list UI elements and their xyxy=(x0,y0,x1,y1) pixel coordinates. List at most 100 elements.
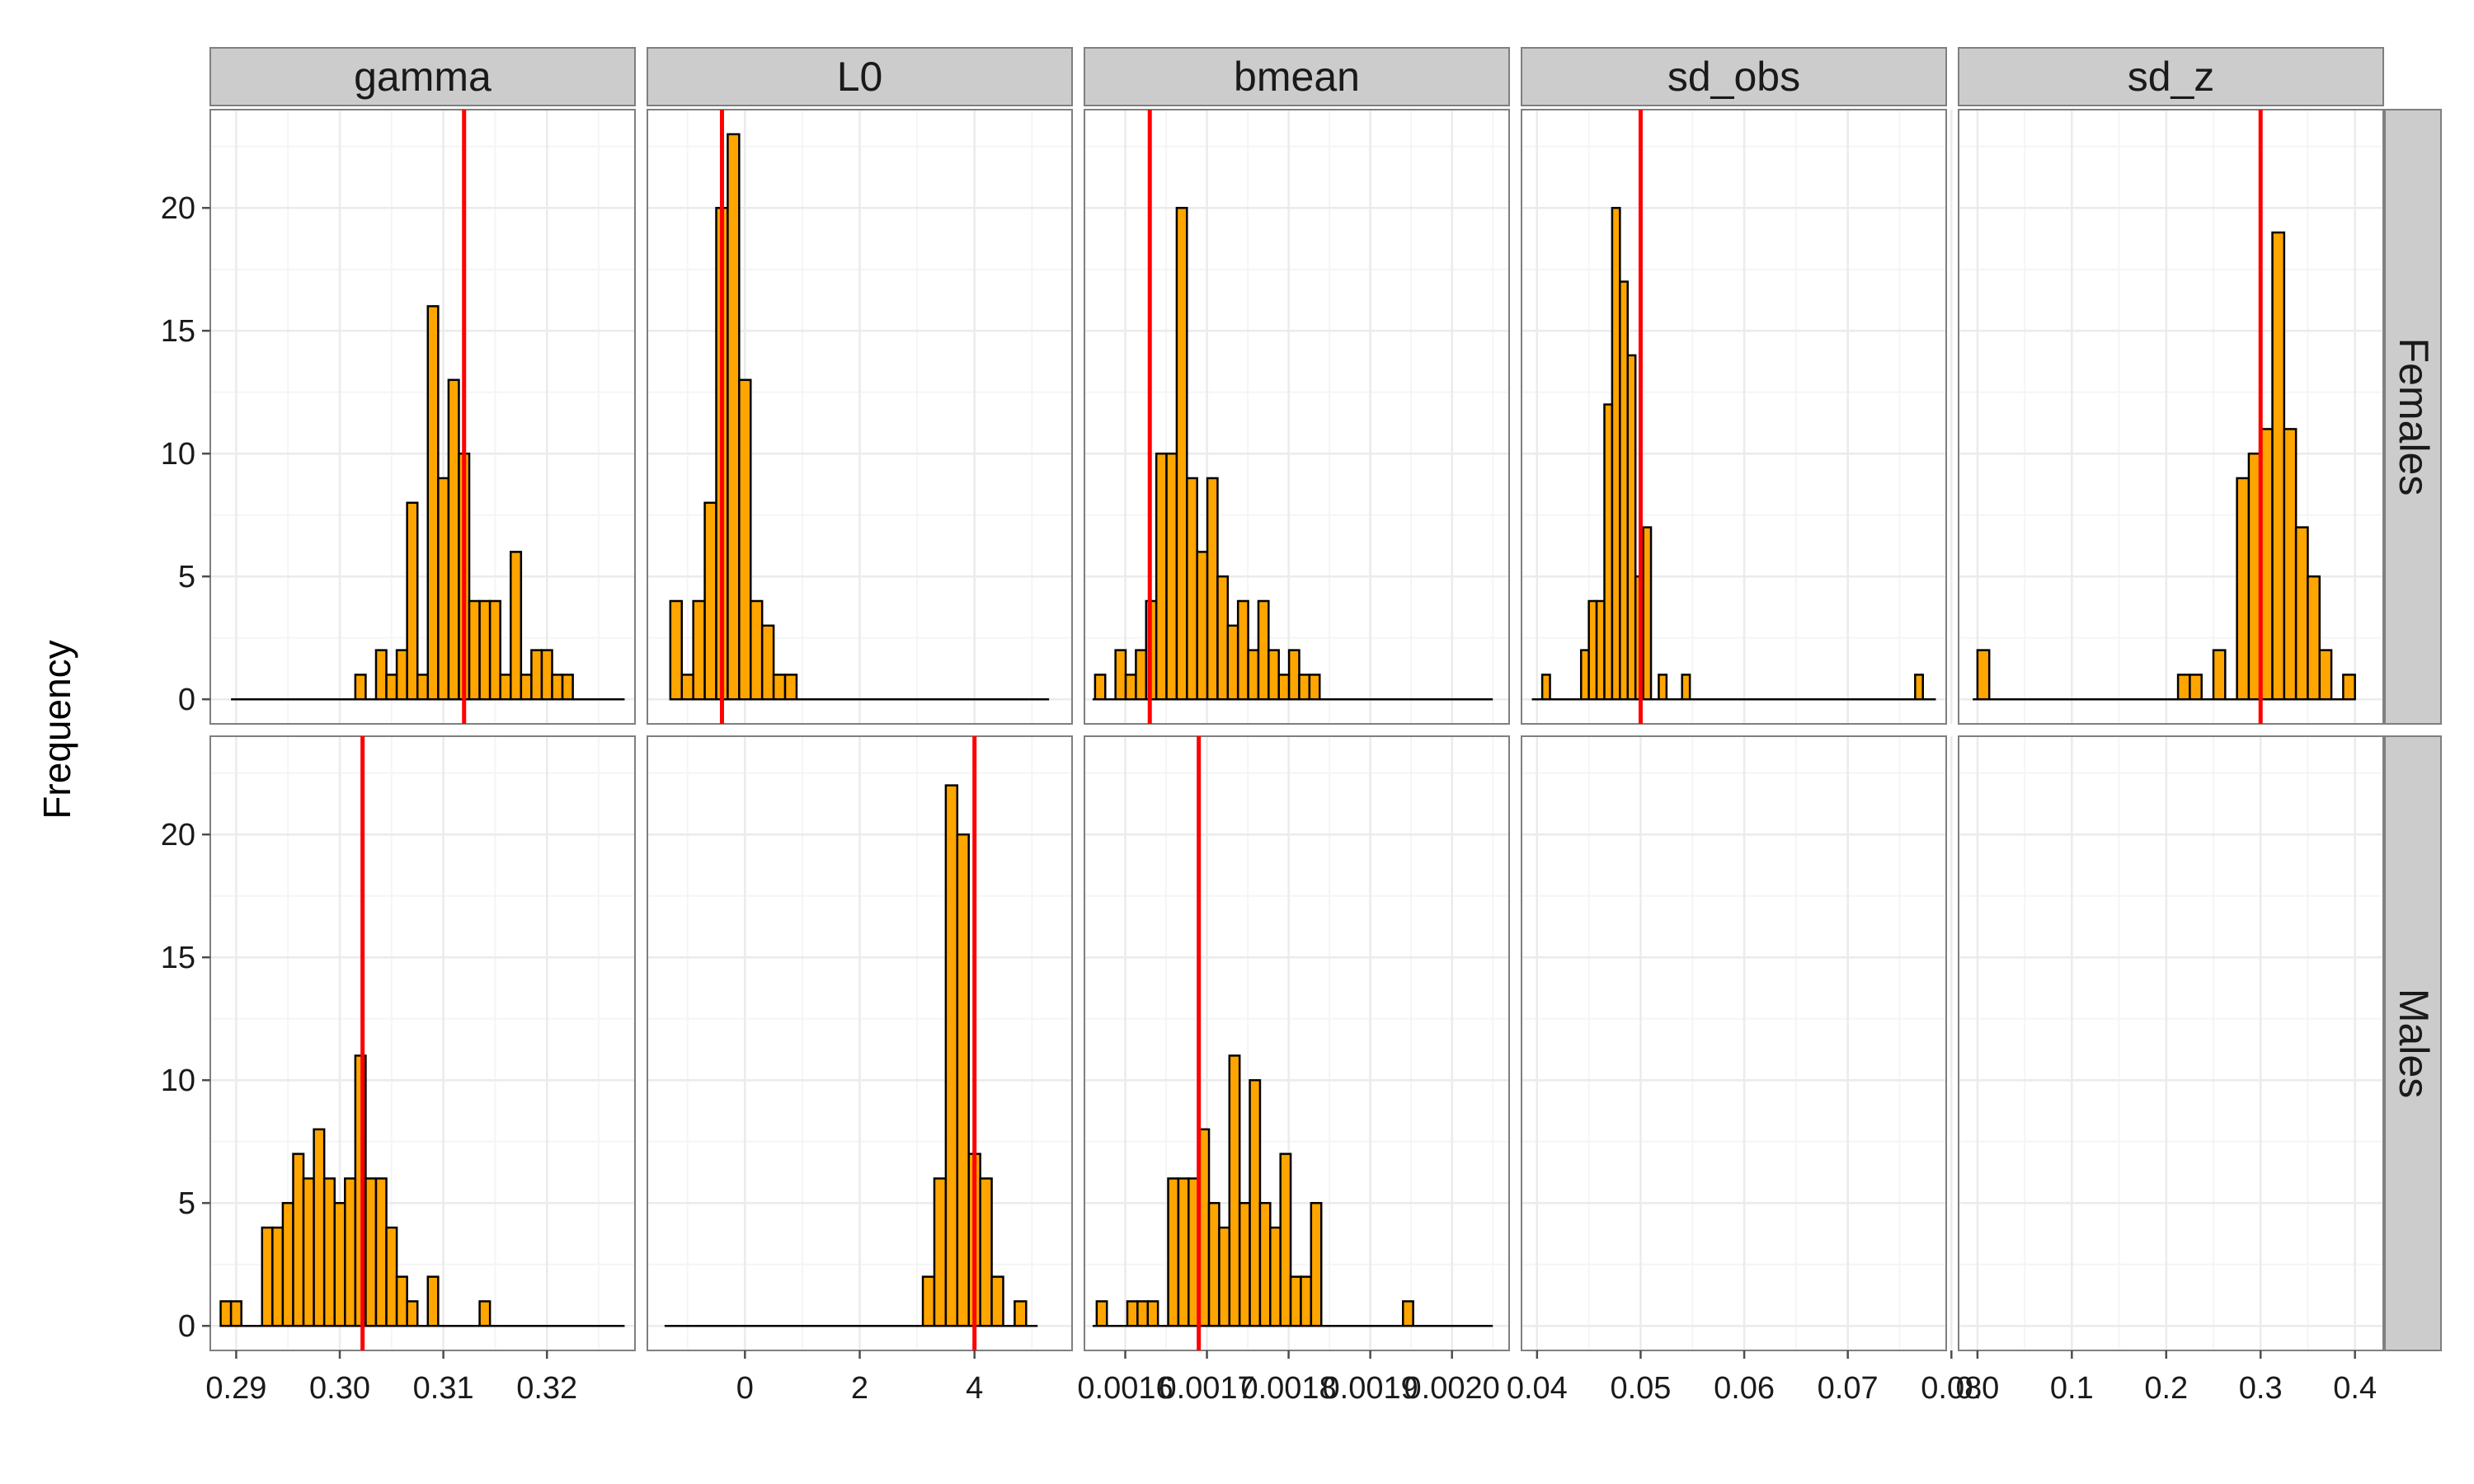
x-tick-label: 0.0017 xyxy=(1159,1371,1254,1406)
panel-border xyxy=(1084,735,1510,1351)
x-tick-label: 0.29 xyxy=(205,1371,266,1406)
histogram-bar xyxy=(406,501,419,701)
x-tick-label: 0.0019 xyxy=(1323,1371,1418,1406)
x-tick-label: 0.31 xyxy=(413,1371,474,1406)
histogram-bar xyxy=(956,833,970,1327)
histogram-bar xyxy=(1308,674,1321,701)
histogram-bar xyxy=(395,649,408,701)
histogram-bar xyxy=(499,674,512,701)
x-tick-label: 0.08 xyxy=(1921,1371,1982,1406)
histogram-bar xyxy=(416,674,430,701)
x-tick-label: 0.0 xyxy=(1955,1371,1999,1406)
histogram-bar xyxy=(1579,649,1590,701)
panel-border xyxy=(1521,109,1947,725)
histogram-bar xyxy=(1216,575,1230,701)
x-tick-label: 4 xyxy=(966,1371,983,1406)
histogram-bar xyxy=(437,477,450,701)
histogram-bar xyxy=(281,1201,294,1327)
y-tick-label: 5 xyxy=(178,560,195,594)
x-tick-label: 0.32 xyxy=(516,1371,577,1406)
histogram-bar xyxy=(1681,674,1691,701)
x-tick-label: 0.1 xyxy=(2050,1371,2094,1406)
histogram-bar xyxy=(478,599,492,701)
histogram-bar xyxy=(669,599,684,701)
histogram-bar xyxy=(1310,1201,1323,1327)
histogram-bar xyxy=(520,674,533,701)
histogram-bar xyxy=(2176,674,2191,701)
histogram-bar xyxy=(1124,674,1137,701)
histogram-bar xyxy=(333,1201,346,1327)
histogram-bar xyxy=(1167,1177,1180,1327)
x-tick-label: 0.4 xyxy=(2333,1371,2377,1406)
histogram-bar xyxy=(385,1226,398,1327)
histogram-males-gamma xyxy=(219,736,625,1350)
histogram-bar xyxy=(374,649,388,701)
histogram-bar xyxy=(1658,674,1668,701)
histogram-bar xyxy=(1540,674,1551,701)
histogram-bar xyxy=(1196,551,1209,701)
histogram-bar xyxy=(1611,206,1621,701)
histogram-bar xyxy=(750,599,764,701)
panel-border xyxy=(1958,735,2384,1351)
histogram-bar xyxy=(2212,649,2227,701)
histogram-bar xyxy=(540,649,553,701)
strip-background xyxy=(1958,47,2384,106)
strip-background xyxy=(647,47,1073,106)
histogram-bar xyxy=(229,1300,242,1327)
histogram-bar xyxy=(2342,674,2356,701)
histogram-bar xyxy=(478,1300,492,1327)
strip-background xyxy=(1521,47,1947,106)
histogram-bar xyxy=(1587,599,1598,701)
histogram-bar xyxy=(1603,403,1614,701)
x-tick-label: 0.30 xyxy=(309,1371,370,1406)
histogram-bar xyxy=(760,624,775,701)
histogram-bar xyxy=(271,1226,285,1327)
histogram-bar xyxy=(921,1275,936,1327)
x-tick-label: 0.0018 xyxy=(1240,1371,1336,1406)
strip-L0: L0 xyxy=(647,47,1073,106)
histogram-bar xyxy=(406,1300,419,1327)
strip-background xyxy=(209,47,636,106)
strip-label: sd_obs xyxy=(1667,54,1800,100)
panel-males-bmean xyxy=(1084,735,1510,1351)
histogram-bar xyxy=(944,784,959,1327)
panel-border xyxy=(209,109,636,725)
histogram-females-L0 xyxy=(669,110,1050,724)
histogram-bar xyxy=(561,674,574,701)
histogram-bar xyxy=(2318,649,2333,701)
y-tick-label: 10 xyxy=(161,1064,195,1098)
histogram-bar xyxy=(468,599,481,701)
x-tick-label: 0.05 xyxy=(1610,1371,1671,1406)
y-tick-label: 0 xyxy=(178,683,195,717)
panel-males-L0 xyxy=(647,735,1073,1351)
histogram-females-gamma xyxy=(231,110,625,724)
histogram-bar xyxy=(1218,1226,1231,1327)
histogram-bar xyxy=(1095,1300,1108,1327)
histogram-bar xyxy=(1257,599,1270,701)
histogram-bar xyxy=(1177,1177,1190,1327)
facet-panels xyxy=(209,109,2384,1351)
histogram-bar xyxy=(1135,649,1148,701)
panel-background xyxy=(1084,736,1509,1350)
histogram-bar xyxy=(1595,599,1606,701)
histogram-bar xyxy=(1258,1201,1272,1327)
histogram-bar xyxy=(1247,649,1260,701)
histogram-bar xyxy=(2283,428,2298,701)
histogram-bar xyxy=(1226,624,1239,701)
panel-background xyxy=(210,110,635,724)
strip-label: Females xyxy=(2391,338,2437,496)
strip-label: L0 xyxy=(837,54,883,100)
x-tick-label: 0.04 xyxy=(1507,1371,1568,1406)
y-tick-label: 15 xyxy=(161,941,195,975)
panel-females-sd_obs xyxy=(1521,109,1953,725)
histogram-bar xyxy=(1277,674,1291,701)
histogram-bar xyxy=(1126,1300,1139,1327)
facet-strips: gamma L0 bmean sd_obs sd_z Females Males xyxy=(209,47,2442,1351)
histogram-bar xyxy=(426,305,440,701)
y-tick-label: 15 xyxy=(161,314,195,349)
histogram-bar xyxy=(1268,649,1280,701)
histogram-bar xyxy=(1206,477,1219,701)
histogram-bar xyxy=(426,1275,440,1327)
y-tick-label: 20 xyxy=(161,818,195,852)
strip-label: Males xyxy=(2391,989,2437,1098)
